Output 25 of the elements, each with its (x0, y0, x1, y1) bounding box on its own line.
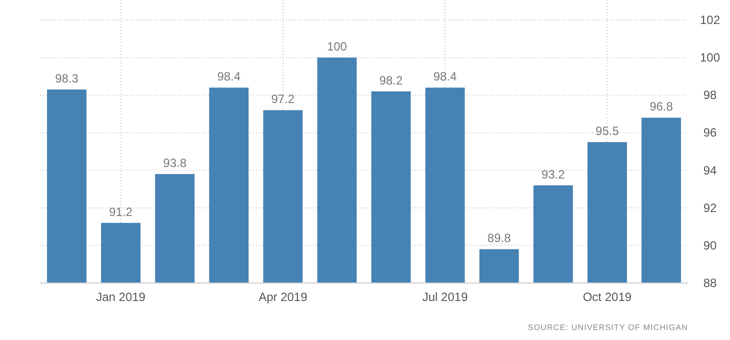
data-label: 89.8 (487, 231, 512, 246)
data-label: 98.3 (55, 72, 79, 86)
y-tick-label: 90 (703, 238, 717, 252)
x-tick-label: Jan 2019 (96, 290, 146, 304)
y-tick-label: 100 (700, 50, 720, 65)
y-tick-label: 98 (703, 88, 717, 102)
x-tick-label: Apr 2019 (258, 290, 308, 304)
data-label: 95.5 (596, 124, 620, 138)
data-label: 96.8 (650, 100, 674, 114)
data-label: 98.2 (379, 73, 404, 88)
data-label: 91.2 (109, 204, 133, 219)
data-label: 93.8 (163, 156, 187, 170)
data-label: 97.2 (271, 92, 295, 106)
x-tick-label: Oct 2019 (582, 290, 632, 304)
data-label: 100 (326, 40, 348, 54)
data-label: 98.4 (433, 70, 458, 84)
y-tick-label: 92 (703, 200, 717, 215)
x-tick-label: Jul 2019 (422, 290, 468, 304)
data-label: 98.4 (217, 70, 241, 84)
y-tick-label: 102 (700, 13, 720, 27)
source-note: SOURCE: UNIVERSITY OF MICHIGAN (528, 323, 688, 332)
y-tick-label: 94 (703, 163, 717, 178)
y-tick-label: 88 (703, 276, 717, 290)
y-tick-label: 96 (703, 126, 717, 140)
data-label: 93.2 (541, 167, 566, 182)
